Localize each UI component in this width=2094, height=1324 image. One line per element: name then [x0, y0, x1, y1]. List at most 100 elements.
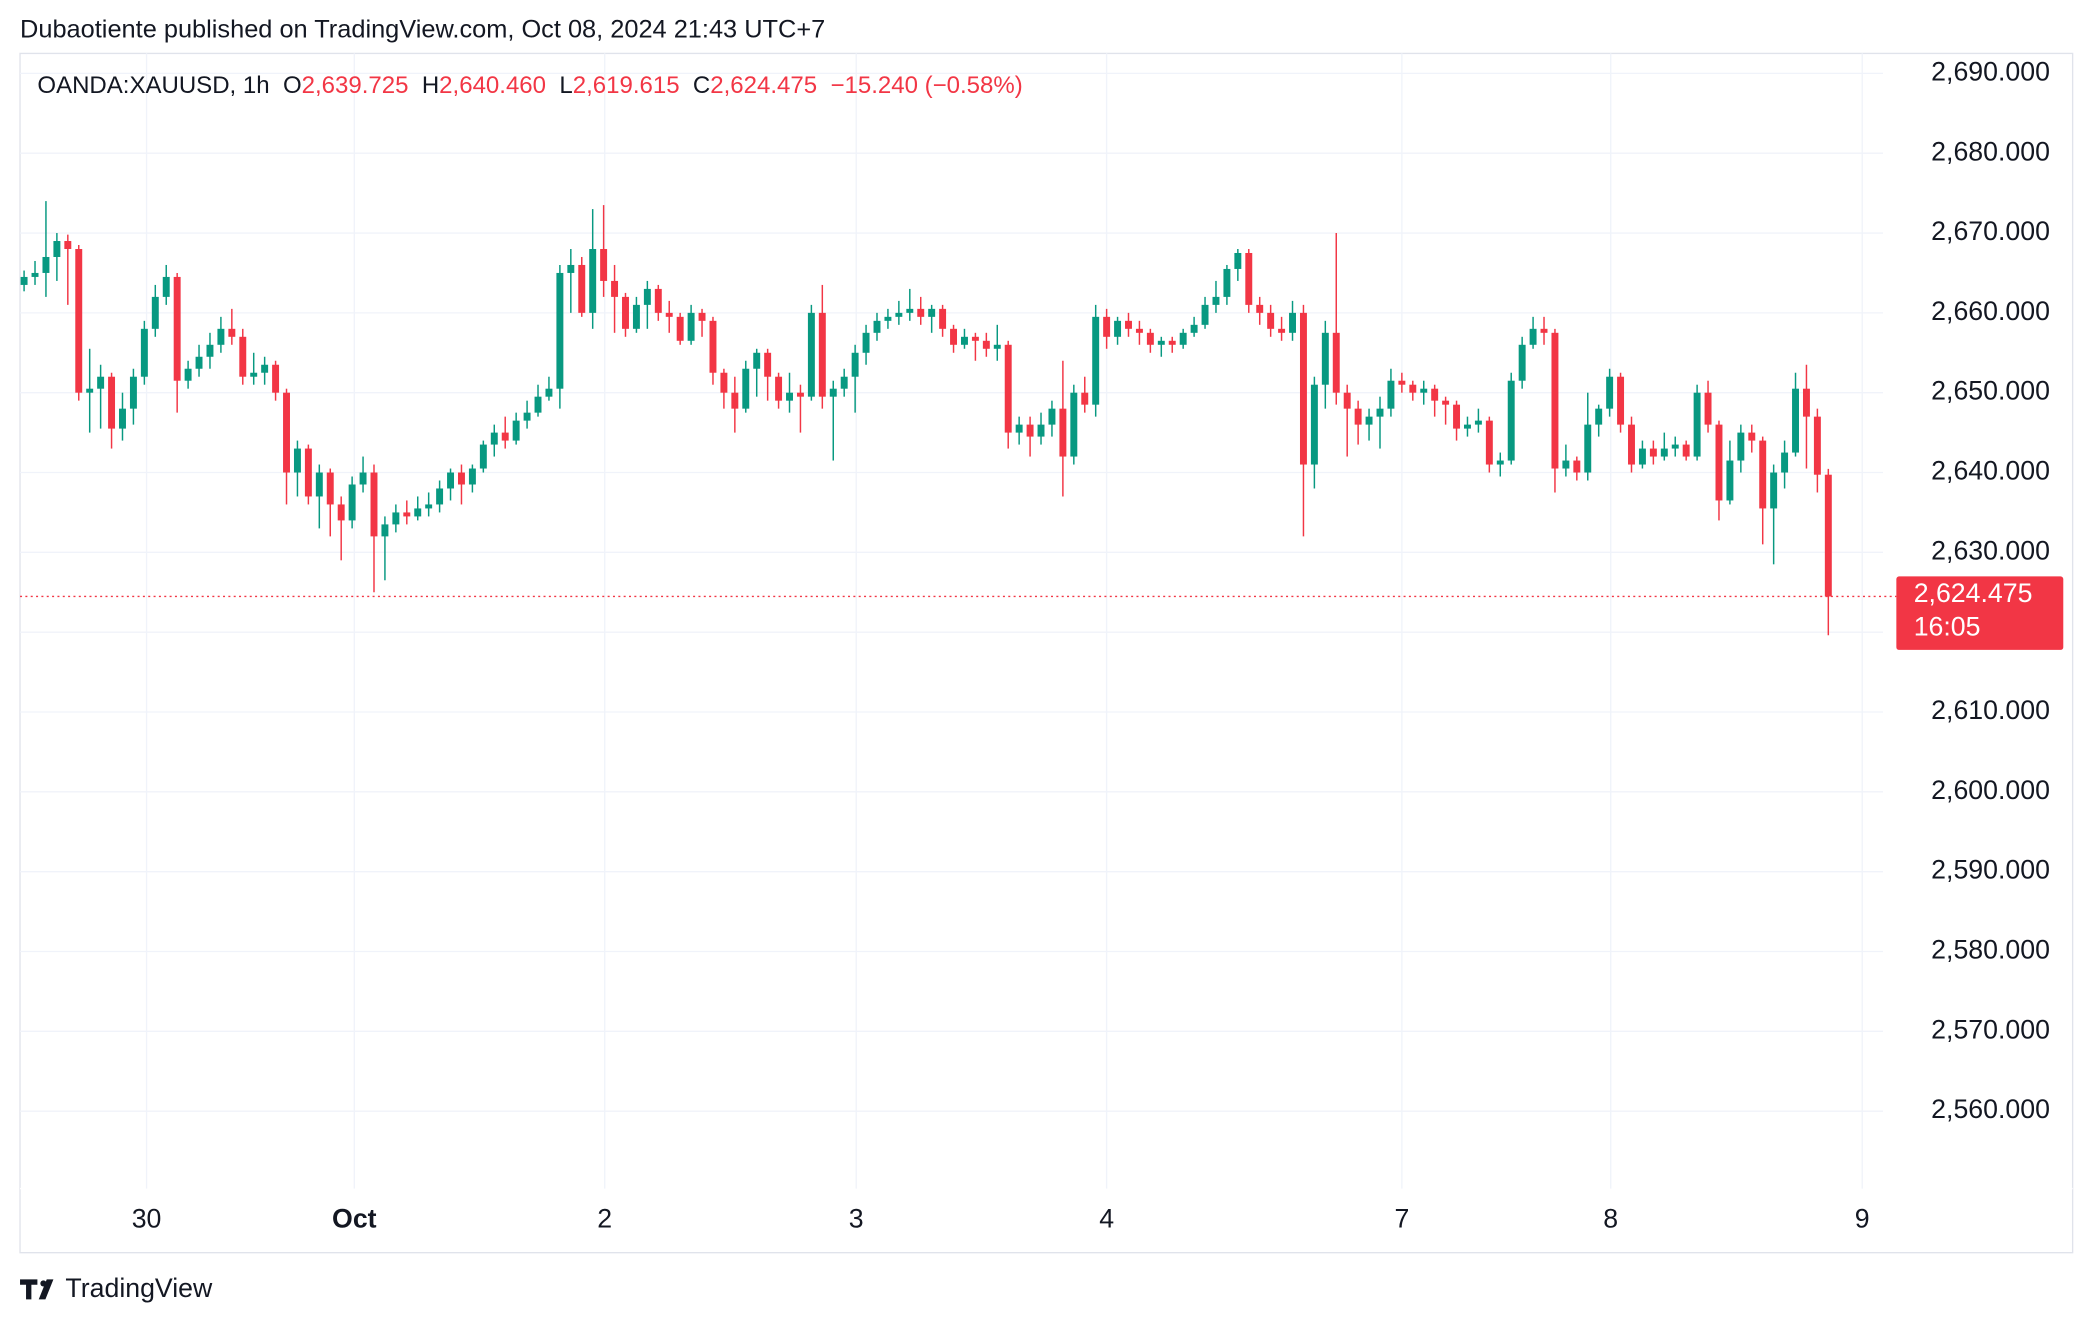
candle-body [698, 312, 706, 321]
candle-body [1223, 268, 1231, 297]
candle-body [731, 392, 739, 409]
candle-body [742, 368, 750, 409]
legend-value: 2,619.615 [573, 72, 680, 99]
candle-body [753, 352, 761, 369]
x-tick-label: Oct [332, 1204, 377, 1234]
candle-body [1649, 448, 1657, 457]
candle-body [884, 316, 892, 321]
candle-body [1168, 340, 1176, 345]
candle-body [64, 241, 72, 249]
candle-body [217, 328, 225, 345]
candle-body [895, 312, 903, 317]
candle-body [206, 344, 214, 357]
candle-body [1715, 424, 1723, 501]
candle-body [468, 468, 476, 485]
candle-body [643, 288, 651, 305]
candle-body [359, 472, 367, 485]
legend-value: 2,639.725 [302, 72, 409, 99]
candle-body [1431, 388, 1439, 401]
candle-body [818, 312, 826, 397]
candle-body [381, 524, 389, 537]
candle-body [687, 312, 695, 341]
candle-body [1442, 400, 1450, 405]
candle-body [20, 276, 28, 285]
candle-body [1606, 376, 1614, 409]
candle-body [1464, 424, 1471, 429]
candle-body [1114, 320, 1122, 337]
candle-body [239, 336, 247, 377]
candle-body [1617, 376, 1625, 425]
candle-body [1267, 312, 1275, 329]
candle-body [1573, 460, 1581, 473]
candle-body [392, 512, 400, 525]
candle-body [1037, 424, 1045, 437]
candle-body [1518, 344, 1526, 381]
legend-value: 2,640.460 [439, 72, 546, 99]
candle-body [1671, 444, 1679, 449]
candle-body [304, 448, 312, 497]
candle-body [1070, 392, 1078, 457]
candle-body [1660, 448, 1668, 457]
brand-logo [20, 1279, 54, 1300]
candle-body [1726, 460, 1734, 501]
candle-body [370, 472, 378, 537]
candle-body [589, 248, 597, 313]
candle-body [982, 340, 990, 349]
y-tick-label: 2,580.000 [1931, 935, 2050, 965]
candle-body [917, 308, 925, 317]
candle-body [195, 356, 203, 369]
x-tick-label: 8 [1603, 1204, 1618, 1234]
candle-body [1759, 440, 1767, 509]
candle-body [1453, 404, 1461, 429]
candle-body [764, 352, 772, 377]
candle-body [840, 376, 848, 389]
candle-body [97, 376, 105, 389]
candle-body [1081, 392, 1089, 405]
legend-label: L [559, 72, 572, 99]
overlay: 2,560.000 2,570.000 2,580.000 2,590.000 2,60… [20, 56, 2064, 1234]
candle-body [1824, 474, 1832, 597]
candle-body [611, 280, 619, 297]
candle-body [1420, 388, 1428, 393]
candle-body [939, 308, 947, 329]
y-tick-label: 2,690.000 [1931, 56, 2050, 86]
candle-body [665, 312, 673, 317]
candle-body [1256, 304, 1264, 313]
candle-body [873, 320, 881, 333]
legend: OANDA:XAUUSD, 1h O2,639.725 H2,640.460 L2,6… [37, 72, 1022, 99]
candle-body [1212, 296, 1220, 305]
candle-body [950, 328, 958, 345]
candle-body [1376, 408, 1384, 417]
candle-body [1135, 328, 1143, 333]
y-tick-label: 2,660.000 [1931, 296, 2050, 326]
candle-body [1026, 424, 1034, 437]
candle-body [1234, 252, 1242, 269]
candle-body [534, 396, 542, 413]
candle-body [1289, 312, 1296, 333]
y-tick-label: 2,640.000 [1931, 456, 2050, 486]
candle-body [119, 408, 126, 429]
candle-body [1562, 460, 1570, 469]
candle-body [490, 432, 498, 445]
candle-body [1321, 332, 1329, 385]
legend-label: O [283, 72, 302, 99]
candle-body [348, 484, 356, 521]
candle-body [108, 376, 116, 429]
grid [20, 53, 1883, 1189]
candle-body [447, 472, 455, 489]
candle-body [425, 504, 433, 509]
candle-body [1125, 320, 1132, 329]
candle-body [173, 276, 181, 381]
candle-body [567, 264, 575, 273]
candle-body [1365, 416, 1373, 425]
y-tick-label: 2,680.000 [1931, 136, 2050, 166]
candle-body [862, 332, 870, 353]
y-tick-label: 2,650.000 [1931, 376, 2050, 406]
legend-change: −15.240 (−0.58%) [830, 72, 1022, 99]
candle-body [1496, 460, 1504, 465]
candle-body [786, 392, 793, 401]
candle-body [654, 288, 662, 313]
byline: Dubaotiente published on TradingView.com… [20, 15, 825, 43]
candle-body [1245, 252, 1253, 305]
